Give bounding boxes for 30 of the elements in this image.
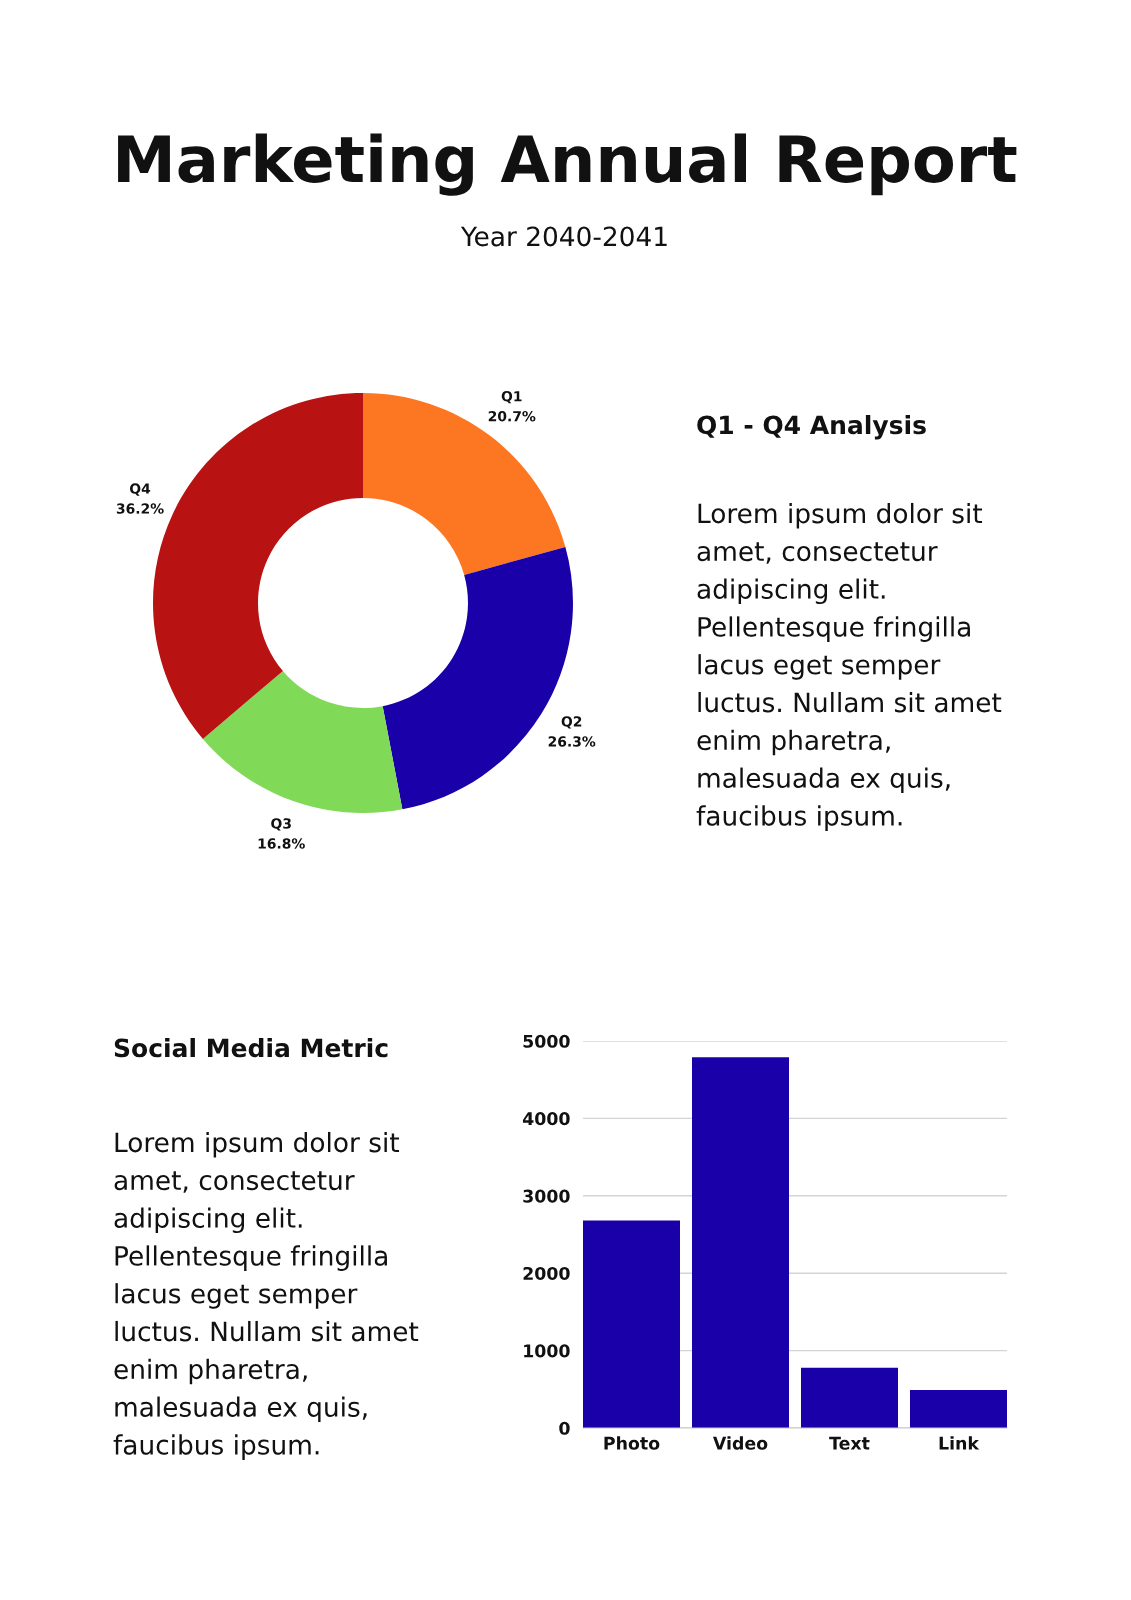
- donut-slice: [202, 670, 403, 813]
- slice-label: Q3: [271, 818, 291, 831]
- x-tick-label: Video: [712, 1436, 768, 1450]
- y-tick-label: 0: [559, 1421, 570, 1435]
- y-tick-label: 4000: [522, 1112, 570, 1126]
- text: Lorem ipsum dolor sit amet, consectetur adipiscing elit. Pellentesque fringilla lacus eget semper luctus. Nullam sit amet enim pharetra, malesuada ex quis, faucibus ipsum.: [696, 502, 1002, 831]
- slice-label: Q4: [129, 483, 151, 496]
- bar: [692, 1057, 790, 1428]
- bar: [909, 1390, 1007, 1428]
- slice-label: Q2: [561, 716, 582, 729]
- data-label: 20.7%: [488, 410, 536, 422]
- y-tick-label: 5000: [523, 1034, 570, 1048]
- x-tick-label: Text: [829, 1436, 870, 1450]
- bar: [583, 1220, 681, 1428]
- text: Social Media Metric: [114, 1038, 388, 1058]
- text: Year 2040-2041: [460, 226, 667, 247]
- y-tick-label: 1000: [524, 1344, 570, 1358]
- y-tick-label: 2000: [523, 1266, 570, 1281]
- x-tick-label: Link: [939, 1436, 980, 1450]
- donut-slice: [363, 393, 566, 575]
- x-tick-label: Photo: [604, 1436, 660, 1450]
- slice-label: Q1: [501, 390, 522, 404]
- text: Q1 - Q4 Analysis: [697, 415, 926, 440]
- data-label: 26.3%: [548, 736, 596, 747]
- y-tick-label: 3000: [523, 1189, 570, 1203]
- data-label: 36.2%: [116, 503, 164, 514]
- text: Marketing Annual Report: [118, 133, 1017, 196]
- bar: [800, 1367, 898, 1428]
- text: Lorem ipsum dolor sit amet, consectetur adipiscing elit. Pellentesque fringilla lacus eget semper luctus. Nullam sit amet enim pharetra, malesuada ex quis, faucibus ipsum.: [113, 1131, 419, 1460]
- data-label: 16.8%: [258, 838, 305, 849]
